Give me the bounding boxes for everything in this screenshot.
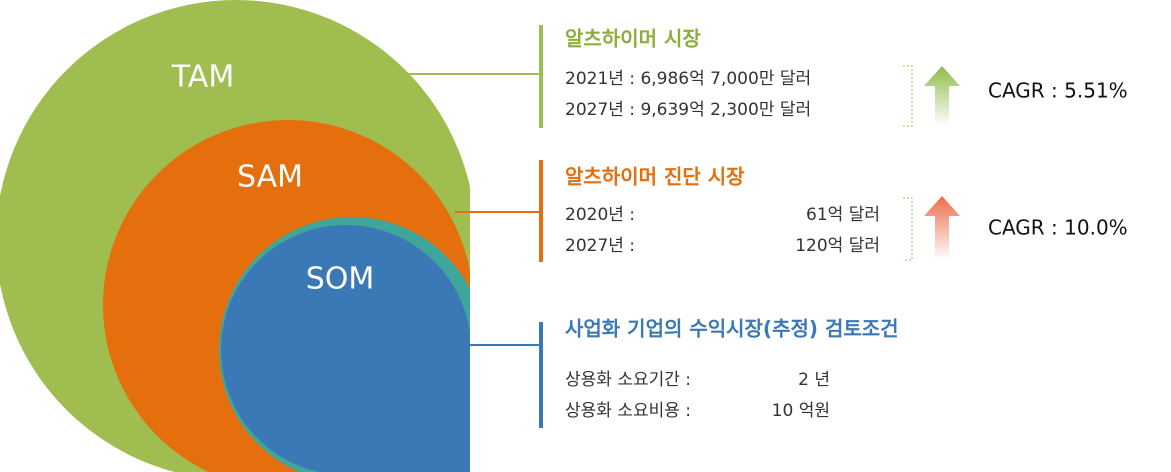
sam-label: SAM: [237, 160, 303, 195]
section-title: 알츠하이머 진단 시장: [565, 165, 745, 189]
cagr: CAGR : 10.0%: [988, 216, 1128, 240]
market-circles: [0, 0, 470, 472]
row-value: 120억 달러: [795, 236, 880, 256]
row-value: 10 억원: [772, 401, 830, 421]
section-bar: [539, 322, 543, 428]
row-value: 61억 달러: [806, 205, 880, 225]
arrow-up: [924, 66, 960, 126]
row-label: 상용화 소요기간 :: [565, 370, 691, 390]
section-title: 사업화 기업의 수익시장(추정) 검토조건: [565, 317, 899, 341]
cagr: CAGR : 5.51%: [988, 79, 1128, 103]
section-bar: [539, 160, 543, 262]
row-label: 2020년 :: [565, 205, 635, 225]
arrow-up: [924, 196, 960, 260]
bracket: [903, 65, 913, 127]
row-text: 2027년 : 9,639억 2,300만 달러: [565, 100, 811, 120]
row-text: 2021년 : 6,986억 7,000만 달러: [565, 69, 811, 89]
tam-label: TAM: [171, 60, 234, 95]
row-label: 2027년 :: [565, 236, 635, 256]
row-label: 상용화 소요비용 :: [565, 401, 691, 421]
som-tail: [346, 350, 470, 472]
som-label: SOM: [306, 262, 375, 297]
section-title: 알츠하이머 시장: [565, 27, 701, 51]
section-bar: [539, 25, 543, 128]
row-value: 2 년: [798, 370, 830, 390]
bracket: [903, 197, 913, 261]
